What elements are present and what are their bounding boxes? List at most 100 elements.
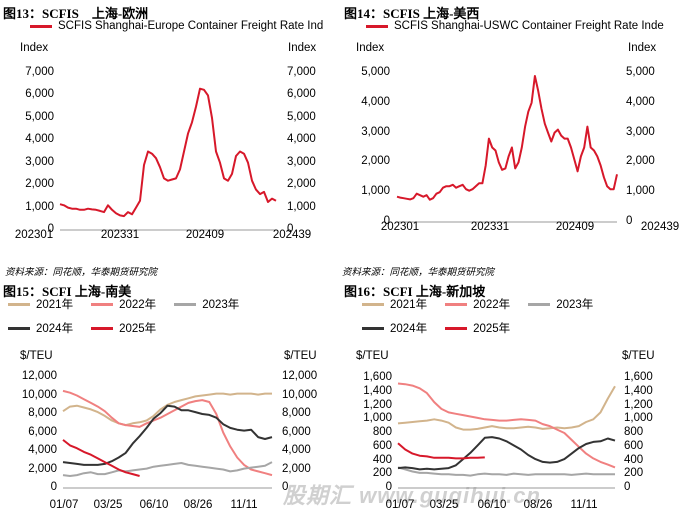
y-tick-label-right: 5,000 [626,66,655,78]
y-tick-label-right: 6,000 [282,425,311,438]
legend-item: 2023年 [174,296,239,312]
y-tick-label: 1,000 [363,412,392,425]
y-tick-label: 1,000 [25,200,54,213]
legend-label: 2021年 [390,299,428,311]
y-tick-label: 3,000 [25,155,54,168]
y-tick-label-right: 1,600 [624,371,653,383]
y-tick-label: 1,000 [361,185,390,198]
y-tick-label: 0 [383,215,390,227]
x-tick-label: 03/25 [93,499,123,511]
legend: 2021年 2022年 2023年 2024年 2025年 [8,296,338,336]
figure-title: 图14：SCFIS 上海-美西 [344,6,480,21]
legend-swatch [91,326,114,330]
y-tick-label-right: 4,000 [287,133,316,146]
y-tick-label: 4,000 [28,444,57,456]
y-tick-label: 3,000 [361,125,390,138]
watermark: 股期汇 www.guqihui.cn [283,483,541,508]
y-tick-label-right: 4,000 [282,444,311,456]
y-tick-label-right: 2,000 [282,462,311,475]
legend-label: 2025年 [119,323,157,335]
y-tick-label-right: 7,000 [287,66,316,78]
x-tick-label: 202301 [380,221,420,233]
series-line [396,75,618,201]
left-axis-unit: Index [356,42,385,54]
legend-swatch [366,24,388,28]
series-line [62,389,273,477]
y-tick-label: 200 [372,467,392,480]
source-note: 资料来源：同花顺，华泰期货研究院 [342,267,495,278]
y-tick-label-right: 0 [282,481,289,493]
y-tick-label-right: 800 [624,426,644,438]
y-tick-label: 0 [50,481,57,493]
x-tick-label: 01/07 [49,499,79,511]
legend-item: 2022年 [91,296,156,312]
figure-title: 图16：SCFI 上海-新加坡 [344,284,486,299]
y-tick-label: 400 [372,453,392,466]
series-line [397,466,615,477]
legend-swatch [8,302,30,306]
source-note: 资料来源：同花顺，华泰期货研究院 [5,267,158,278]
legend-item: 2021年 [362,296,427,312]
left-axis-unit: $/TEU [20,350,53,362]
series-line [62,461,273,477]
legend-swatch [445,302,468,306]
y-tick-label: 2,000 [28,462,57,475]
x-tick-label: 202331 [470,221,510,233]
y-tick-label-right: 1,000 [624,412,653,425]
y-tick-label-right: 1,200 [624,398,653,411]
series-line [397,382,616,469]
y-tick-label: 5,000 [25,110,54,123]
y-tick-label: 4,000 [25,133,54,146]
left-axis-unit: $/TEU [356,350,389,362]
legend-label: 2022年 [473,299,511,311]
x-tick-label: 11/11 [570,499,598,511]
y-tick-label-right: 1,400 [624,384,653,397]
y-tick-label: 1,600 [363,371,392,383]
y-tick-label-right: 4,000 [626,95,655,108]
y-tick-label: 6,000 [28,425,57,438]
x-tick-label: 01/07 [385,499,415,511]
legend: SCFIS Shanghai-Europe Container Freight … [30,20,340,32]
y-tick-label: 600 [372,439,392,452]
y-tick-label: 800 [372,426,392,438]
legend-item: 2025年 [91,320,156,336]
legend-swatch [528,302,551,306]
y-tick-label-right: 600 [624,439,644,452]
y-tick-label: 1,400 [363,384,392,397]
series-line [62,404,273,466]
y-tick-label-right: 400 [624,453,644,466]
legend-item: 2025年 [445,320,510,336]
x-tick-label: 06/10 [477,499,507,511]
y-tick-label: 0 [385,481,392,493]
y-tick-label-right: 5,000 [287,110,316,123]
y-tick-label-right: 0 [626,215,633,227]
series-line [62,439,140,477]
legend-label: 2025年 [473,323,511,335]
series-line [397,385,616,431]
right-axis-unit: $/TEU [284,350,317,362]
legend-swatch [30,24,52,28]
y-tick-label-right: 12,000 [282,370,318,382]
legend: 2021年 2022年 2023年 2024年 2025年 [362,296,684,336]
y-tick-label-right: 1,000 [287,200,316,213]
legend-item: 2021年 [8,296,73,312]
x-tick-label: 06/10 [139,499,169,511]
y-tick-label-right: 2,000 [626,155,655,168]
legend-label: SCFIS Shanghai-USWC Container Freight Ra… [394,20,664,32]
y-tick-label-right: 0 [287,223,294,235]
series-line [397,436,616,471]
x-tick-label: 11/11 [230,499,258,511]
y-tick-label-right: 8,000 [282,407,311,419]
y-tick-label: 5,000 [361,66,390,78]
x-tick-label: 08/26 [183,499,213,511]
x-tick-label: 202409 [185,229,225,241]
legend-item: 2024年 [8,320,73,336]
x-tick-label: 202439 [272,229,312,241]
left-axis-unit: Index [20,42,49,54]
right-axis-unit: $/TEU [622,350,655,362]
figure-title: 图13：SCFIS 上海-欧洲 [3,6,149,21]
